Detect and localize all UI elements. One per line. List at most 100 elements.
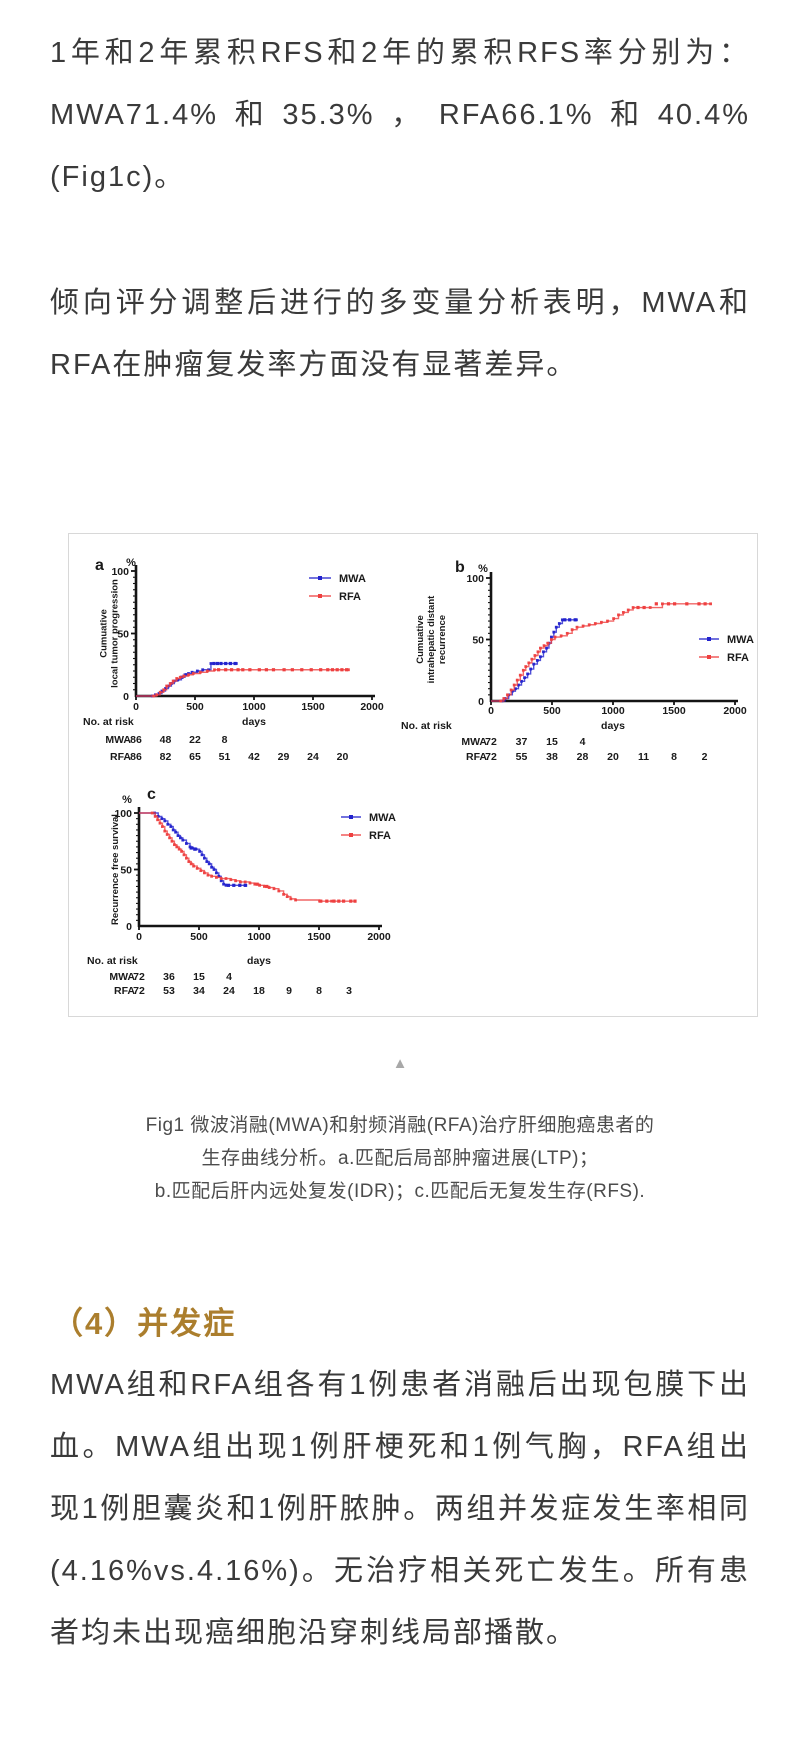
svg-text:50: 50 bbox=[472, 635, 484, 647]
svg-text:days: days bbox=[601, 720, 625, 732]
svg-text:MWA: MWA bbox=[109, 971, 135, 983]
svg-text:2: 2 bbox=[702, 751, 708, 763]
svg-text:days: days bbox=[247, 955, 271, 967]
svg-text:%: % bbox=[122, 794, 132, 806]
svg-text:RFA: RFA bbox=[369, 830, 391, 842]
svg-text:51: 51 bbox=[219, 751, 231, 763]
svg-text:53: 53 bbox=[163, 985, 175, 997]
svg-text:1500: 1500 bbox=[662, 705, 686, 717]
paragraph-multivariate-analysis: 倾向评分调整后进行的多变量分析表明，MWA和RFA在肿瘤复发率方面没有显著差异。 bbox=[50, 287, 750, 381]
svg-text:8: 8 bbox=[222, 734, 228, 746]
svg-text:1500: 1500 bbox=[307, 931, 331, 943]
svg-text:22: 22 bbox=[189, 734, 201, 746]
svg-text:11: 11 bbox=[638, 751, 649, 763]
svg-text:1000: 1000 bbox=[601, 705, 625, 717]
svg-text:20: 20 bbox=[337, 751, 349, 763]
svg-text:29: 29 bbox=[278, 751, 290, 763]
svg-text:48: 48 bbox=[160, 734, 172, 746]
svg-text:0: 0 bbox=[488, 705, 494, 717]
svg-text:38: 38 bbox=[546, 751, 558, 763]
svg-text:8: 8 bbox=[316, 985, 322, 997]
svg-text:24: 24 bbox=[307, 751, 319, 763]
svg-text:No. at risk: No. at risk bbox=[87, 955, 138, 967]
svg-text:86: 86 bbox=[130, 734, 142, 746]
svg-text:65: 65 bbox=[189, 751, 201, 763]
svg-text:a: a bbox=[95, 557, 104, 574]
svg-text:8: 8 bbox=[671, 751, 677, 763]
svg-text:b: b bbox=[455, 559, 465, 576]
caption-line-1: Fig1 微波消融(MWA)和射频消融(RFA)治疗肝细胞癌患者的 bbox=[145, 1115, 655, 1136]
svg-text:1000: 1000 bbox=[242, 701, 266, 713]
svg-text:0: 0 bbox=[123, 691, 129, 703]
svg-text:37: 37 bbox=[516, 736, 528, 748]
svg-text:4: 4 bbox=[580, 736, 586, 748]
svg-text:1000: 1000 bbox=[247, 931, 271, 943]
svg-text:36: 36 bbox=[163, 971, 175, 983]
paragraph-rfs-rates: 1年和2年累积RFS和2年的累积RFS率分别为：MWA71.4%和35.3%，R… bbox=[50, 37, 750, 193]
svg-text:100: 100 bbox=[466, 573, 484, 585]
svg-text:72: 72 bbox=[485, 736, 497, 748]
svg-text:72: 72 bbox=[133, 971, 145, 983]
svg-text:RFA: RFA bbox=[466, 751, 487, 763]
svg-text:MWA: MWA bbox=[461, 736, 487, 748]
svg-text:3: 3 bbox=[346, 985, 352, 997]
svg-text:Cumuativelocal tumor progressi: Cumuativelocal tumor progression bbox=[99, 579, 121, 688]
svg-text:RFA: RFA bbox=[114, 985, 135, 997]
svg-text:%: % bbox=[478, 563, 488, 575]
svg-text:days: days bbox=[242, 716, 266, 728]
svg-text:15: 15 bbox=[546, 736, 558, 748]
figure-caption: Fig1 微波消融(MWA)和射频消融(RFA)治疗肝细胞癌患者的 生存曲线分析… bbox=[60, 1109, 740, 1208]
collapse-arrow-icon[interactable]: ▲ bbox=[392, 1055, 408, 1072]
svg-text:2000: 2000 bbox=[723, 705, 747, 717]
svg-text:500: 500 bbox=[543, 705, 561, 717]
svg-text:2000: 2000 bbox=[367, 931, 391, 943]
svg-text:86: 86 bbox=[130, 751, 142, 763]
svg-text:72: 72 bbox=[485, 751, 497, 763]
svg-text:20: 20 bbox=[607, 751, 619, 763]
paragraph-complications: MWA组和RFA组各有1例患者消融后出现包膜下出血。MWA组出现1例肝梗死和1例… bbox=[50, 1369, 750, 1649]
svg-text:0: 0 bbox=[133, 701, 139, 713]
svg-text:100: 100 bbox=[114, 808, 132, 820]
svg-text:0: 0 bbox=[126, 921, 132, 933]
svg-text:72: 72 bbox=[133, 985, 145, 997]
svg-text:24: 24 bbox=[223, 985, 235, 997]
caption-line-2: 生存曲线分析。a.匹配后局部肿瘤进展(LTP)； bbox=[201, 1148, 599, 1169]
svg-text:No. at risk: No. at risk bbox=[401, 720, 452, 732]
svg-text:0: 0 bbox=[478, 696, 484, 708]
svg-text:MWA: MWA bbox=[339, 573, 366, 585]
svg-text:9: 9 bbox=[286, 985, 292, 997]
svg-text:Recurrence free survival: Recurrence free survival bbox=[110, 814, 121, 925]
svg-text:RFA: RFA bbox=[110, 751, 131, 763]
svg-text:RFA: RFA bbox=[339, 591, 361, 603]
svg-text:c: c bbox=[147, 786, 156, 803]
svg-text:55: 55 bbox=[516, 751, 528, 763]
section-heading-complications: （4）并发症 bbox=[52, 1306, 237, 1341]
svg-text:28: 28 bbox=[577, 751, 589, 763]
svg-text:500: 500 bbox=[190, 931, 208, 943]
svg-text:15: 15 bbox=[193, 971, 205, 983]
svg-text:82: 82 bbox=[160, 751, 172, 763]
svg-text:42: 42 bbox=[248, 751, 260, 763]
svg-text:MWA: MWA bbox=[369, 812, 396, 824]
svg-text:1500: 1500 bbox=[301, 701, 325, 713]
svg-text:50: 50 bbox=[117, 629, 129, 641]
svg-text:100: 100 bbox=[111, 566, 129, 578]
svg-text:Cumuativeintrahepatic distantr: Cumuativeintrahepatic distantrecurrence bbox=[415, 595, 448, 683]
svg-text:No. at risk: No. at risk bbox=[83, 716, 134, 728]
svg-text:0: 0 bbox=[136, 931, 142, 943]
svg-text:MWA: MWA bbox=[727, 634, 754, 646]
svg-text:34: 34 bbox=[193, 985, 205, 997]
figure-1: 0 50 100 0 500 1000 1500 2000% a Cumuativelocal t… bbox=[68, 533, 758, 1017]
svg-text:500: 500 bbox=[186, 701, 204, 713]
svg-text:4: 4 bbox=[226, 971, 232, 983]
svg-text:RFA: RFA bbox=[727, 652, 749, 664]
svg-text:18: 18 bbox=[253, 985, 265, 997]
svg-text:2000: 2000 bbox=[360, 701, 384, 713]
svg-text:%: % bbox=[126, 557, 136, 569]
svg-text:MWA: MWA bbox=[105, 734, 131, 746]
caption-line-3: b.匹配后肝内远处复发(IDR)；c.匹配后无复发生存(RFS). bbox=[154, 1181, 646, 1202]
